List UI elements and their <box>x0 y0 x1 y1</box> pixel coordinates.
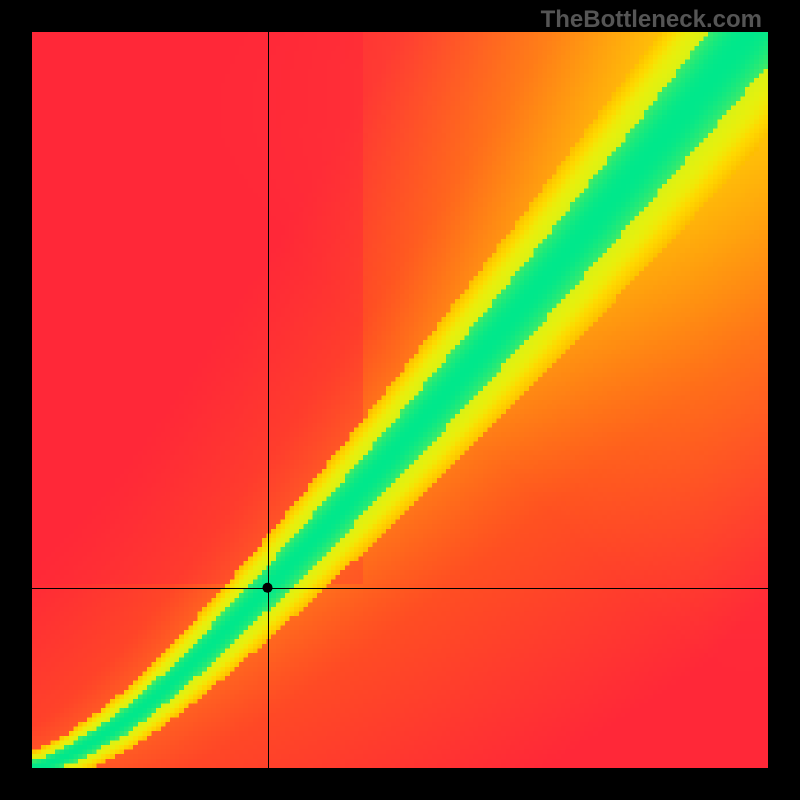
bottleneck-heatmap <box>32 32 768 768</box>
watermark-text: TheBottleneck.com <box>541 6 762 34</box>
figure-container: TheBottleneck.com <box>0 0 800 800</box>
